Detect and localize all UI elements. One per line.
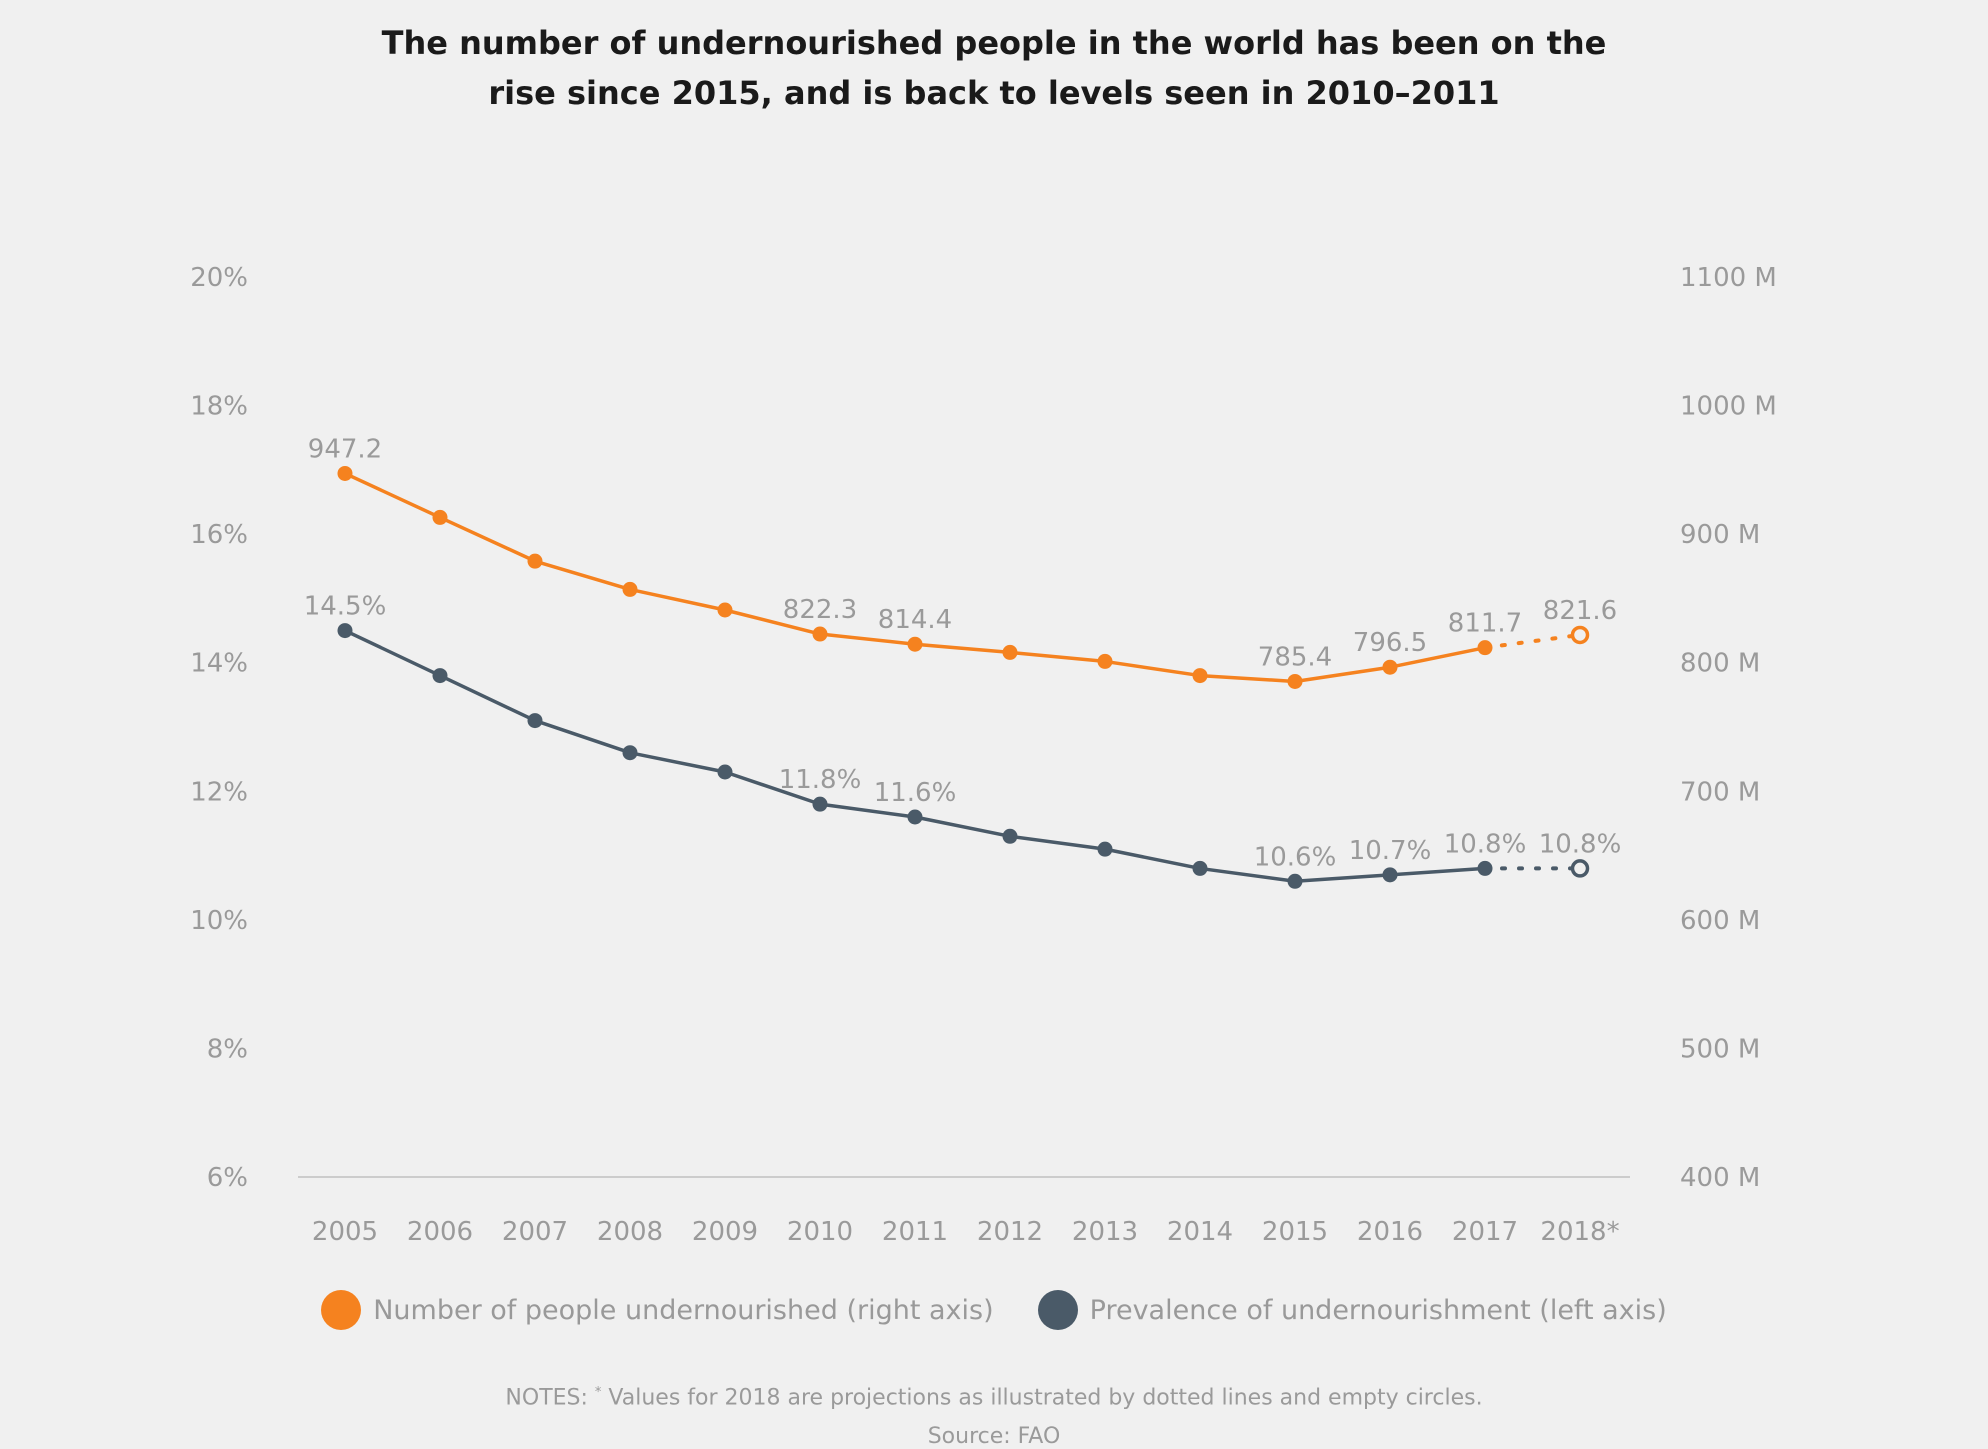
right-tick-label: 500 M xyxy=(1680,1034,1760,1064)
data-point xyxy=(812,626,828,642)
data-label: 811.7 xyxy=(1448,609,1522,639)
legend-item-people: Number of people undernourished (right a… xyxy=(321,1290,994,1330)
data-point xyxy=(1097,841,1113,857)
legend-marker-prevalence xyxy=(1037,1290,1078,1330)
data-point xyxy=(1477,860,1493,876)
left-tick-label: 10% xyxy=(190,906,248,936)
x-tick-label: 2009 xyxy=(692,1217,758,1247)
data-label: 11.8% xyxy=(779,765,862,795)
legend: Number of people undernourished (right a… xyxy=(0,1290,1988,1330)
data-point xyxy=(907,809,923,825)
data-label: 10.6% xyxy=(1254,842,1337,872)
legend-label-people: Number of people undernourished (right a… xyxy=(373,1294,994,1326)
right-tick-label: 400 M xyxy=(1680,1163,1760,1193)
data-point xyxy=(432,668,448,684)
data-label: 814.4 xyxy=(878,605,952,635)
data-point xyxy=(1097,653,1113,669)
data-point-projected xyxy=(1570,625,1590,645)
notes: NOTES: * Values for 2018 are projections… xyxy=(0,1385,1988,1410)
x-tick-label: 2005 xyxy=(312,1217,378,1247)
right-tick-label: 600 M xyxy=(1680,906,1760,936)
legend-label-prevalence: Prevalence of undernourishment (left axi… xyxy=(1089,1294,1667,1326)
data-label: 947.2 xyxy=(308,434,382,464)
data-label: 822.3 xyxy=(783,595,857,625)
x-tick-label: 2017 xyxy=(1452,1217,1518,1247)
notes-asterisk: * xyxy=(594,1385,602,1400)
data-point xyxy=(622,581,638,597)
left-tick-label: 18% xyxy=(190,392,248,422)
left-axis: 6% 8% 10% 12% 14% 16% 18% 20% xyxy=(190,263,248,1193)
data-point xyxy=(337,623,353,639)
right-tick-label: 1000 M xyxy=(1680,392,1777,422)
series-people: 947.2 822.3 814.4 785.4 796.5 811.7 821.6 xyxy=(308,434,1617,689)
x-tick-label: 2015 xyxy=(1262,1217,1328,1247)
data-point xyxy=(717,764,733,780)
left-tick-label: 6% xyxy=(207,1163,248,1193)
data-label: 785.4 xyxy=(1258,642,1332,672)
data-label: 11.6% xyxy=(874,778,957,808)
data-label: 10.7% xyxy=(1349,836,1432,866)
data-point xyxy=(527,713,543,729)
x-tick-label: 2008 xyxy=(597,1217,663,1247)
x-tick-label: 2016 xyxy=(1357,1217,1423,1247)
data-label: 821.6 xyxy=(1543,596,1617,626)
data-label: 796.5 xyxy=(1353,628,1427,658)
right-tick-label: 1100 M xyxy=(1680,263,1777,293)
data-point xyxy=(1002,644,1018,660)
data-point xyxy=(1192,668,1208,684)
data-point xyxy=(717,602,733,618)
right-tick-label: 900 M xyxy=(1680,520,1760,550)
data-point xyxy=(812,796,828,812)
data-point xyxy=(432,509,448,525)
data-point xyxy=(1192,860,1208,876)
x-tick-label: 2011 xyxy=(882,1217,948,1247)
data-point-projected xyxy=(1570,859,1590,878)
left-tick-label: 8% xyxy=(207,1034,248,1064)
legend-item-prevalence: Prevalence of undernourishment (left axi… xyxy=(1037,1290,1667,1330)
series-prevalence: 14.5% 11.8% 11.6% 10.6% 10.7% 10.8% 10.8% xyxy=(304,592,1622,889)
data-label: 10.8% xyxy=(1539,829,1622,859)
x-tick-label: 2010 xyxy=(787,1217,853,1247)
x-axis: 2005 2006 2007 2008 2009 2010 2011 2012 2013 2014… xyxy=(312,1217,1620,1247)
notes-prefix: NOTES: xyxy=(505,1385,595,1411)
right-axis: 400 M 500 M 600 M 700 M 800 M 900 M 1000 M 1100… xyxy=(1680,263,1777,1193)
x-tick-label: 2007 xyxy=(502,1217,568,1247)
left-tick-label: 20% xyxy=(190,263,248,293)
data-point xyxy=(337,465,353,481)
data-point xyxy=(1477,640,1493,656)
x-tick-label: 2013 xyxy=(1072,1217,1138,1247)
data-point xyxy=(907,636,923,652)
data-label: 10.8% xyxy=(1444,829,1527,859)
notes-text: Values for 2018 are projections as illus… xyxy=(601,1385,1483,1411)
data-point xyxy=(1382,867,1398,883)
right-tick-label: 700 M xyxy=(1680,777,1760,807)
source: Source: FAO xyxy=(927,1424,1061,1449)
x-tick-label: 2014 xyxy=(1167,1217,1233,1247)
data-point xyxy=(1002,828,1018,844)
data-point xyxy=(1382,659,1398,675)
x-tick-label: 2018* xyxy=(1540,1217,1619,1247)
legend-marker-people xyxy=(321,1290,362,1330)
series-projection-line xyxy=(1483,632,1582,650)
data-point xyxy=(622,745,638,761)
x-tick-label: 2006 xyxy=(407,1217,473,1247)
chart-title: The number of undernourished people in t… xyxy=(0,18,1988,118)
data-point xyxy=(527,553,543,569)
left-tick-label: 12% xyxy=(190,777,248,807)
left-tick-label: 14% xyxy=(190,649,248,679)
line-chart: 6% 8% 10% 12% 14% 16% 18% 20% 400 M 500 M 600 M 70… xyxy=(190,263,1777,1247)
right-tick-label: 800 M xyxy=(1680,649,1760,679)
data-label: 14.5% xyxy=(304,592,387,622)
x-tick-label: 2012 xyxy=(977,1217,1043,1247)
chart-title-line-1: The number of undernourished people in t… xyxy=(381,24,1607,62)
data-point xyxy=(1287,673,1303,689)
left-tick-label: 16% xyxy=(190,520,248,550)
data-point xyxy=(1287,873,1303,889)
chart-title-line-2: rise since 2015, and is back to levels s… xyxy=(488,74,1500,112)
